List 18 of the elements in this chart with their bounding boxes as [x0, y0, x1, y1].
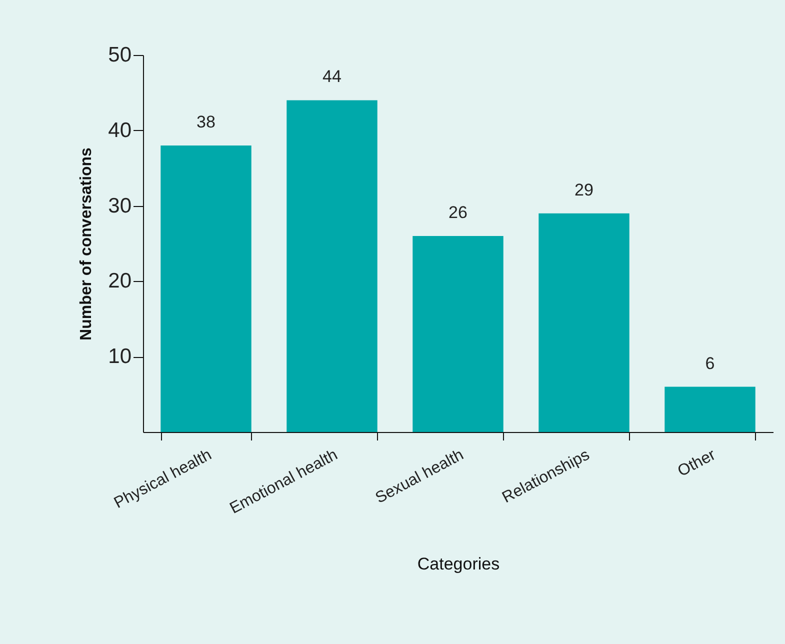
y-axis-title: Number of conversations: [78, 147, 96, 340]
data-label: 26: [448, 202, 468, 222]
x-axis-title: Categories: [417, 554, 500, 574]
bar: [412, 236, 504, 432]
data-label: 29: [574, 180, 594, 200]
data-label: 44: [322, 67, 342, 86]
bar: [286, 100, 378, 432]
y-tick-label: 20: [108, 270, 132, 293]
y-tick-label: 40: [108, 118, 132, 142]
bar: [664, 386, 756, 432]
bar: [538, 213, 630, 432]
x-tick-label: Other: [675, 446, 720, 480]
y-tick-label: 50: [108, 44, 132, 66]
bar: [160, 145, 252, 432]
data-label: 6: [705, 354, 715, 373]
y-tick-label: 30: [108, 194, 132, 218]
y-tick-label: 10: [108, 345, 132, 368]
data-label: 38: [196, 112, 216, 132]
